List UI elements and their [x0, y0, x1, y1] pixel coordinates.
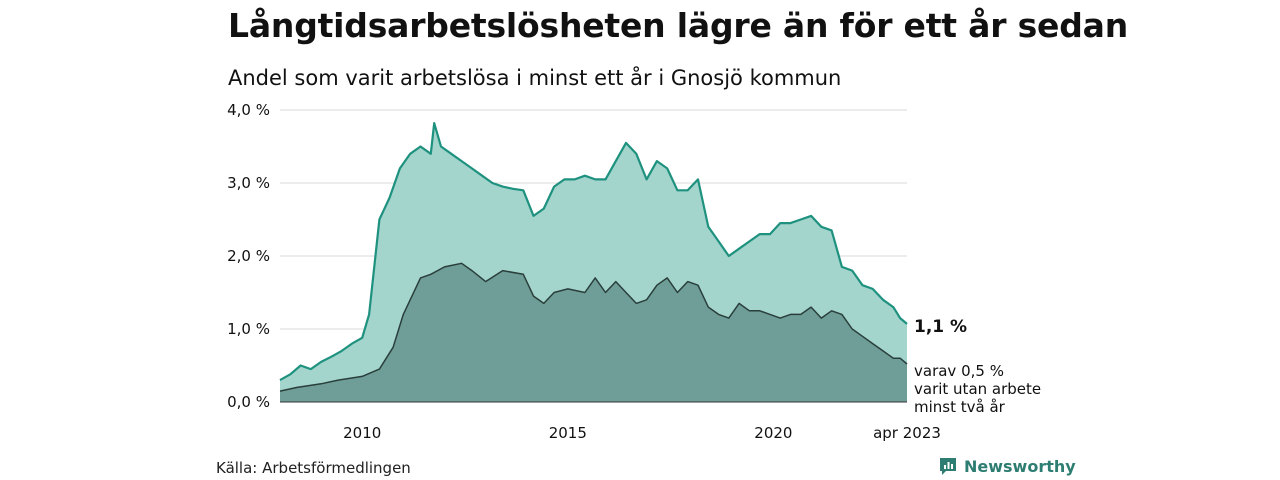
x-tick-label: apr 2023 [873, 424, 941, 442]
chart-areas [279, 122, 908, 403]
y-tick-label: 0,0 % [227, 393, 270, 411]
y-tick-label: 2,0 % [227, 247, 270, 265]
total-series-line [279, 122, 908, 382]
total-value-label: 1,1 % [914, 317, 967, 337]
newsworthy-icon [940, 458, 956, 475]
two-year-value-label: varav 0,5 % [914, 362, 1004, 380]
two-year-value-label: minst två år [914, 398, 1006, 416]
x-tick-label: 2010 [343, 424, 381, 442]
y-tick-label: 4,0 % [227, 101, 270, 119]
chart-title: Långtidsarbetslösheten lägre än för ett … [228, 6, 1129, 45]
x-tick-label: 2020 [754, 424, 792, 442]
y-tick-label: 1,0 % [227, 320, 270, 338]
x-tick-label: 2015 [549, 424, 587, 442]
brand-name: Newsworthy [964, 456, 1076, 476]
brand-logo: Newsworthy [938, 456, 1076, 476]
two-year-series-area [280, 263, 907, 402]
chart-subtitle: Andel som varit arbetslösa i minst ett å… [228, 66, 842, 90]
two-year-series-line [279, 262, 908, 392]
source-note: Källa: Arbetsförmedlingen [216, 459, 411, 477]
y-tick-label: 3,0 % [227, 174, 270, 192]
two-year-value-label: varit utan arbete [914, 380, 1041, 398]
axis-labels: 0,0 % 1,0 % 2,0 % 3,0 % 4,0 % 2010 2015 2020 apr… [227, 101, 941, 442]
